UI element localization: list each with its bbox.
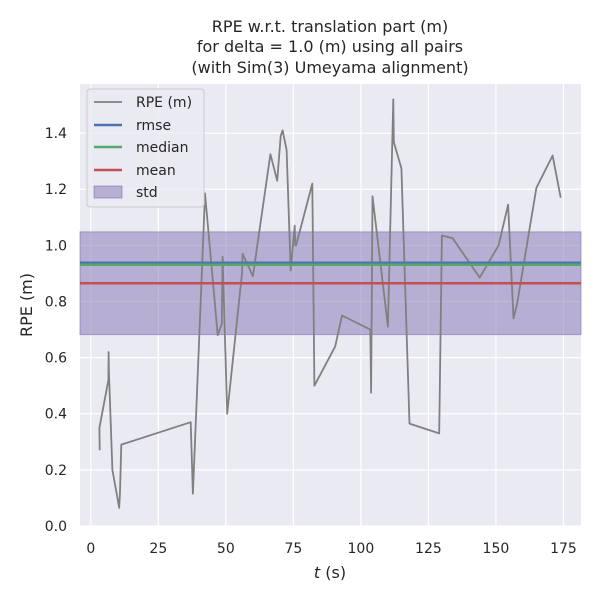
- x-axis-label-var: t: [314, 563, 321, 582]
- y-tick-label-1: 0.2: [45, 463, 67, 479]
- y-tick-label-5: 1.0: [45, 238, 67, 254]
- legend-std-swatch: [93, 185, 123, 199]
- legend: RPE (m) rmse median mean std: [86, 88, 205, 208]
- x-tick-label-3: 75: [284, 541, 302, 557]
- y-tick-label-0: 0.0: [45, 519, 67, 535]
- x-axis-label-unit: (s): [320, 563, 346, 582]
- x-tick-label-0: 0: [86, 541, 95, 557]
- y-tick-label-4: 0.8: [45, 294, 67, 310]
- chart-title-line-2: for delta = 1.0 (m) using all pairs: [197, 37, 463, 56]
- legend-std-label: std: [136, 185, 158, 201]
- chart-title-line-1: RPE w.r.t. translation part (m): [212, 17, 448, 36]
- y-tick-label-2: 0.4: [45, 407, 67, 423]
- y-ticks: 0.0 0.2 0.4 0.6 0.8 1.0 1.2 1.4: [45, 126, 67, 535]
- legend-mean-label: mean: [136, 163, 176, 179]
- x-axis-label: t (s): [314, 563, 346, 582]
- x-tick-label-1: 25: [149, 541, 167, 557]
- x-tick-label-4: 100: [348, 541, 375, 557]
- x-tick-label-7: 175: [550, 541, 577, 557]
- y-axis-label: RPE (m): [17, 273, 36, 337]
- y-tick-label-7: 1.4: [45, 126, 67, 142]
- x-tick-label-5: 125: [415, 541, 442, 557]
- x-tick-label-2: 50: [217, 541, 235, 557]
- legend-median-label: median: [136, 140, 188, 156]
- x-ticks: 0 25 50 75 100 125 150 175: [86, 541, 576, 557]
- chart-title-line-3: (with Sim(3) Umeyama alignment): [191, 58, 468, 77]
- y-tick-label-6: 1.2: [45, 182, 67, 198]
- legend-box: [86, 88, 205, 208]
- series-layer: [98, 98, 562, 509]
- series-line-rpe: [98, 98, 562, 509]
- legend-rpe-label: RPE (m): [136, 95, 192, 111]
- legend-rmse-label: rmse: [136, 118, 171, 134]
- x-tick-label-6: 150: [483, 541, 510, 557]
- y-tick-label-3: 0.6: [45, 351, 67, 367]
- stat-lines-layer: [80, 261, 581, 285]
